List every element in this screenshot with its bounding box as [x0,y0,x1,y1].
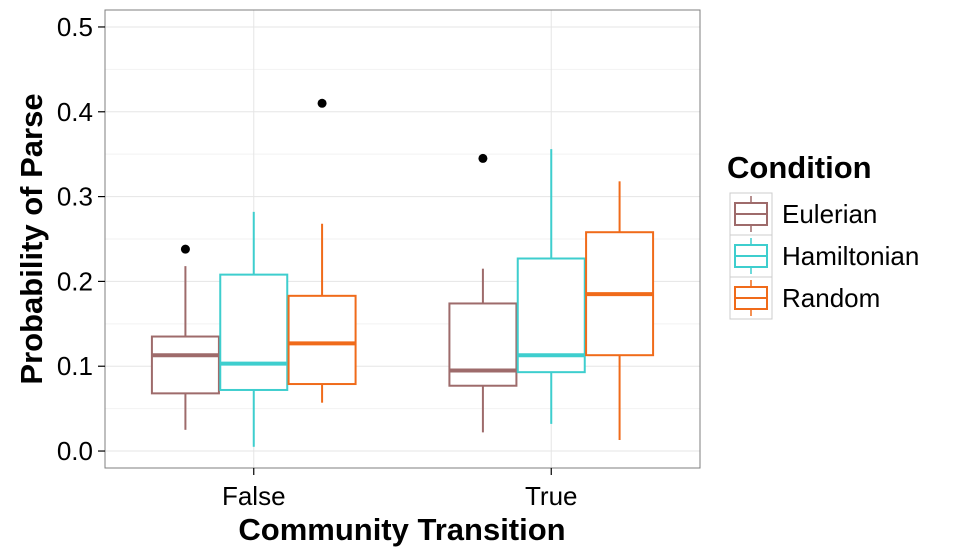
box-random-false [287,98,357,403]
y-tick-label: 0.5 [57,12,93,42]
outlier-point [180,244,190,254]
legend: Condition Eulerian Hamiltonian Random [727,150,919,320]
x-axis-title: Community Transition [238,512,565,547]
box-eulerian-true [448,153,518,433]
x-tick-label: False [222,481,286,511]
legend-label: Hamiltonian [782,241,919,271]
x-tick-label: True [525,481,578,511]
y-tick-label: 0.1 [57,351,93,381]
box-hamiltonian-false [219,211,289,447]
y-tick-label: 0.4 [57,97,93,127]
legend-label: Eulerian [782,199,877,229]
y-tick-label: 0.0 [57,436,93,466]
y-axis: 0.0 0.1 0.2 0.3 0.4 0.5 [57,12,105,466]
box-hamiltonian-true [516,149,586,424]
y-tick-label: 0.3 [57,182,93,212]
box-iqr [287,294,357,386]
x-axis: False True [222,468,578,511]
plot-panel-border [104,9,701,469]
legend-entry-random: Random [729,276,880,320]
grid-lines [105,10,700,468]
y-axis-title: Probability of Parse [14,93,49,384]
legend-entry-hamiltonian: Hamiltonian [729,234,919,278]
legend-label: Random [782,283,880,313]
legend-entry-eulerian: Eulerian [729,192,877,236]
outlier-point [317,98,327,108]
box-iqr [448,302,518,387]
outlier-point [478,153,488,163]
box-eulerian-false [150,244,220,430]
box-random-true [585,181,655,441]
y-tick-label: 0.2 [57,266,93,296]
box-series-group [150,98,655,447]
box-iqr [150,335,220,395]
box-iqr [219,273,289,391]
legend-title: Condition [727,150,872,185]
